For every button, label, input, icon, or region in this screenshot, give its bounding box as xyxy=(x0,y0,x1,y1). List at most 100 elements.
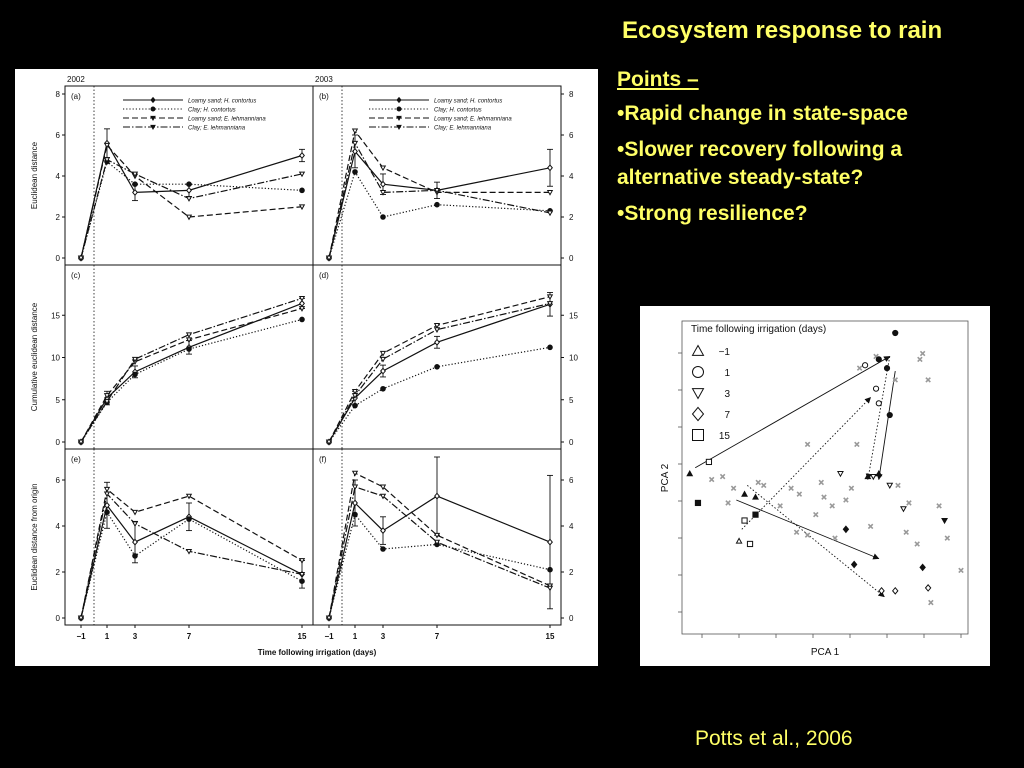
data-point-x xyxy=(708,476,715,483)
figure-pca-scatter: PCA 1 PCA 2 Time following irrigation (day… xyxy=(640,306,990,666)
data-point xyxy=(380,527,386,535)
legend-title: Time following irrigation (days) xyxy=(691,324,826,335)
y-axis-label: Euclidean distance xyxy=(30,141,39,209)
data-point-x xyxy=(944,535,951,541)
x-tick-label: 3 xyxy=(133,632,138,641)
x-tick-label: −1 xyxy=(76,632,86,641)
series-line xyxy=(328,170,551,259)
y-tick-label: 0 xyxy=(569,438,574,447)
series-line xyxy=(80,158,303,259)
x-tick-label: 15 xyxy=(298,632,307,641)
legend-marker xyxy=(692,366,704,378)
data-point xyxy=(185,196,193,202)
data-point xyxy=(185,337,193,344)
panel-tag: (f) xyxy=(319,455,327,464)
series-line xyxy=(80,510,303,619)
panel-frame xyxy=(312,264,562,450)
legend-label: Clay; E. lehmanniana xyxy=(188,126,246,132)
panel-tag: (c) xyxy=(71,271,81,280)
data-point xyxy=(299,187,305,194)
data-point-x xyxy=(914,541,920,547)
data-point xyxy=(298,296,306,302)
data-point xyxy=(186,186,192,194)
data-point xyxy=(351,140,359,147)
legend-label: Clay; H. contortus xyxy=(434,108,482,114)
data-point-square xyxy=(752,511,759,518)
data-point xyxy=(298,171,306,178)
data-point xyxy=(186,346,192,352)
data-point xyxy=(132,553,138,559)
plot-frame xyxy=(681,320,969,635)
data-point xyxy=(380,367,386,375)
data-point-triangle-up xyxy=(735,537,743,544)
y-tick-label: 2 xyxy=(569,213,574,222)
data-point-triangle-up xyxy=(741,490,748,497)
data-point xyxy=(131,171,139,178)
data-point xyxy=(380,180,386,188)
data-point xyxy=(185,332,193,339)
y-tick-label: 4 xyxy=(569,172,574,181)
data-point-diamond xyxy=(878,586,885,595)
y-tick-label: 2 xyxy=(56,568,61,577)
data-point xyxy=(185,493,193,500)
y-tick-label: 10 xyxy=(569,354,578,363)
data-point-x xyxy=(793,529,800,536)
x-axis-label: Time following irrigation (days) xyxy=(258,648,377,657)
legend-marker xyxy=(396,106,402,112)
legend-marker xyxy=(691,388,705,400)
legend-marker xyxy=(692,429,704,441)
y-tick-label: 15 xyxy=(51,311,60,320)
series-line xyxy=(80,492,303,619)
data-point xyxy=(433,188,441,194)
data-point xyxy=(433,327,441,333)
trajectory-arrow xyxy=(876,371,896,481)
data-point-triangle-down xyxy=(941,517,949,525)
series-line xyxy=(328,513,551,619)
data-point xyxy=(132,181,138,187)
trajectory-arrow xyxy=(694,356,891,469)
data-point xyxy=(351,470,359,477)
legend-label: Loamy sand; H. contortus xyxy=(434,99,502,105)
data-point xyxy=(351,393,359,399)
legend-marker xyxy=(150,96,156,104)
data-point xyxy=(547,344,553,351)
data-point-diamond xyxy=(850,560,858,569)
data-point-x xyxy=(813,511,819,518)
data-point xyxy=(352,499,358,507)
data-point xyxy=(546,585,554,592)
data-point-circle xyxy=(883,365,891,372)
data-point xyxy=(103,157,111,163)
data-point-diamond xyxy=(842,525,850,534)
y-tick-label: 15 xyxy=(569,311,578,320)
slide-title: Ecosystem response to rain xyxy=(622,17,943,44)
y-tick-label: 4 xyxy=(569,522,574,531)
data-point xyxy=(131,521,139,528)
panel-frame xyxy=(64,264,314,450)
data-point xyxy=(77,439,85,446)
data-point xyxy=(298,571,306,578)
series-line xyxy=(80,297,303,443)
x-axis-label: PCA 1 xyxy=(811,647,840,658)
data-point xyxy=(434,338,440,346)
y-tick-label: 8 xyxy=(569,90,574,99)
series-line xyxy=(80,503,303,619)
legend-label: Loamy sand; H. contortus xyxy=(188,99,256,105)
data-point-square xyxy=(746,540,754,548)
data-point-x xyxy=(917,356,923,363)
data-point-square xyxy=(705,458,713,466)
series-line xyxy=(80,143,303,259)
data-point xyxy=(351,388,359,395)
data-point xyxy=(185,548,193,555)
data-point xyxy=(103,399,111,405)
data-point xyxy=(380,385,386,392)
data-point xyxy=(434,492,440,500)
data-point-x xyxy=(903,529,909,536)
series-line xyxy=(328,346,551,443)
data-point-x xyxy=(843,497,849,503)
data-point xyxy=(379,484,387,491)
trajectory-arrow xyxy=(741,397,872,530)
data-point-x xyxy=(856,365,863,371)
data-point-triangle-down xyxy=(886,482,894,489)
data-point-diamond xyxy=(924,584,932,592)
data-point xyxy=(379,493,387,500)
